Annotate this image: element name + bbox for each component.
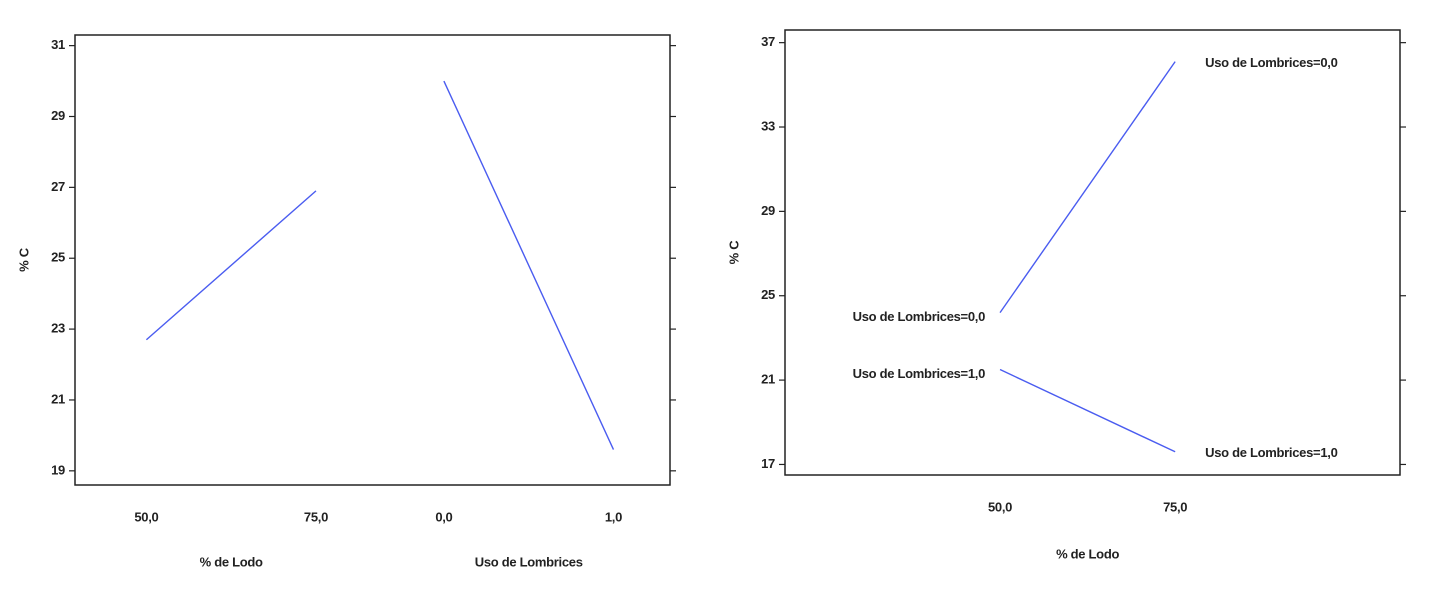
x-axis-label: % de Lodo (200, 554, 263, 569)
y-tick-label: 33 (761, 118, 775, 133)
x-axis-label: % de Lodo (1056, 546, 1119, 561)
y-tick-label: 21 (51, 391, 65, 406)
effect-line (443, 80, 615, 450)
y-tick-label: 29 (761, 203, 775, 218)
y-tick-label: 21 (761, 372, 775, 387)
y-tick-label: 25 (761, 287, 775, 302)
series-label-end: Uso de Lombrices=0,0 (1205, 55, 1337, 70)
x-tick-label: 0,0 (435, 509, 452, 524)
series-label-end: Uso de Lombrices=1,0 (1205, 445, 1337, 460)
series-line (999, 61, 1176, 314)
x-tick-label: 1,0 (605, 509, 622, 524)
series-line (999, 368, 1176, 453)
series-label-start: Uso de Lombrices=1,0 (853, 366, 985, 381)
plot-frame (74, 34, 671, 486)
y-tick-label: 25 (51, 250, 65, 265)
y-tick-label: 27 (51, 179, 65, 194)
x-tick-label: 50,0 (134, 509, 158, 524)
x-axis-label: Uso de Lombrices (475, 554, 583, 569)
y-tick-label: 17 (761, 456, 775, 471)
y-tick-label: 19 (51, 462, 65, 477)
y-tick-label: 23 (51, 321, 65, 336)
x-tick-label: 50,0 (988, 499, 1012, 514)
y-tick-label: 31 (51, 37, 65, 52)
y-axis-label: % C (16, 247, 31, 272)
y-tick-label: 29 (51, 108, 65, 123)
y-tick-label: 37 (761, 34, 775, 49)
series-label-start: Uso de Lombrices=0,0 (853, 309, 985, 324)
plot-frame (784, 29, 1401, 476)
y-axis-label: % C (726, 240, 741, 265)
effect-line (145, 190, 317, 341)
x-tick-label: 75,0 (1163, 499, 1187, 514)
x-tick-label: 75,0 (304, 509, 328, 524)
